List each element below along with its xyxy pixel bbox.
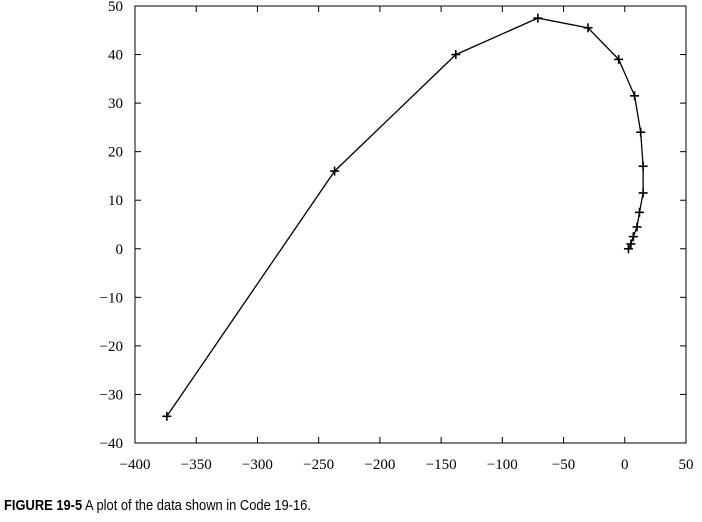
x-tick-label: −300 [242,457,273,473]
y-tick-label: 0 [116,242,124,258]
data-point [583,23,593,33]
data-point [638,161,648,171]
data-point [623,244,633,254]
x-tick-label: −100 [487,457,518,473]
data-point [630,91,640,101]
data-point [614,54,624,64]
y-tick-label: −40 [100,436,123,452]
data-point [533,13,543,23]
x-tick-labels: −400 −350 −300 −250 −200 −150 −100 −50 0 50 [120,457,694,473]
y-tick-label: 40 [108,48,123,64]
y-tick-label: 10 [108,193,123,209]
series-line [166,17,644,417]
figure-label: FIGURE 19-5 [4,497,83,514]
caption-text: A plot of the data shown in Code 19-16. [85,497,311,514]
data-point [330,166,340,176]
data-point [451,50,461,60]
data-point [162,411,172,421]
x-tick-label: −50 [552,457,575,473]
y-tick-label: 20 [108,145,123,161]
x-tick-label: −250 [303,457,334,473]
chart: −400 −350 −300 −250 −200 −150 −100 −50 0 50 −40−3… [100,0,694,473]
data-point [628,232,638,242]
figure-caption: FIGURE 19-5 A plot of the data shown in … [4,497,601,514]
y-tick-label: 30 [108,96,123,112]
x-tick-label: 50 [679,457,694,473]
y-tick-label: −20 [100,339,123,355]
axis-ticks [134,5,687,444]
x-tick-label: 0 [621,457,629,473]
data-point [626,239,636,249]
data-point [636,127,646,137]
y-tick-labels: −40 −30 −20 −10 0 10 20 30 40 50 [100,0,123,452]
x-tick-label: −150 [426,457,457,473]
x-tick-label: −200 [364,457,395,473]
plot-frame [134,5,687,444]
x-tick-label: −350 [181,457,212,473]
y-tick-label: 50 [108,0,123,15]
y-tick-label: −30 [100,387,123,403]
data-point [634,207,644,217]
x-tick-label: −400 [120,457,151,473]
data-markers [162,13,648,421]
data-point [638,188,648,198]
y-tick-label: −10 [100,290,123,306]
data-point [632,222,642,232]
